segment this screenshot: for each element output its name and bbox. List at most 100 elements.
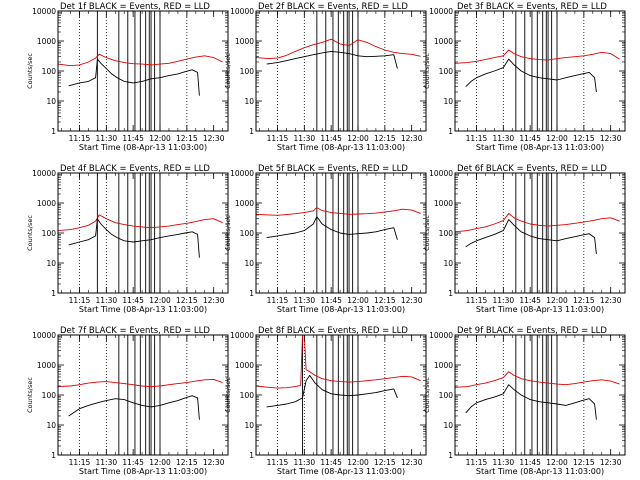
y-axis-label: Counts/sec bbox=[224, 53, 232, 89]
y-tick-label: 1 bbox=[51, 127, 56, 136]
y-tick-label: 1000 bbox=[37, 37, 56, 46]
x-tick-label: 11:45 bbox=[122, 134, 144, 143]
panel-title: Det 6f BLACK = Events, RED = LLD bbox=[457, 164, 607, 174]
y-axis-label: Counts/sec bbox=[224, 215, 232, 251]
x-tick-label: 11:45 bbox=[320, 296, 342, 305]
y-tick-label: 1 bbox=[249, 451, 254, 460]
y-tick-label: 100 bbox=[439, 229, 454, 238]
x-tick-label: 12:15 bbox=[573, 458, 595, 467]
y-tick-label: 10000 bbox=[230, 169, 254, 178]
x-tick-label: 11:45 bbox=[519, 296, 541, 305]
x-tick-label: 11:15 bbox=[267, 134, 289, 143]
x-tick-label: 12:15 bbox=[374, 134, 396, 143]
x-tick-label: 12:15 bbox=[176, 458, 198, 467]
x-tick-label: 12:00 bbox=[149, 134, 171, 143]
x-tick-label: 11:45 bbox=[519, 134, 541, 143]
y-tick-label: 100 bbox=[439, 391, 454, 400]
y-tick-label: 1 bbox=[448, 127, 453, 136]
y-tick-label: 10000 bbox=[32, 7, 56, 16]
x-tick-label: 11:30 bbox=[96, 134, 118, 143]
x-tick-label: 12:15 bbox=[374, 296, 396, 305]
y-tick-label: 1000 bbox=[37, 199, 56, 208]
y-tick-label: 100 bbox=[42, 67, 57, 76]
x-tick-label: 11:15 bbox=[69, 134, 91, 143]
x-tick-label: 12:00 bbox=[347, 296, 369, 305]
x-tick-label: 12:15 bbox=[573, 134, 595, 143]
series-line-lld bbox=[57, 378, 223, 388]
panel-title: Det 3f BLACK = Events, RED = LLD bbox=[457, 2, 607, 12]
panel-det-8: 1 10 100 1000 10000 11:15 11:30 11:45 12:00 12:15… bbox=[224, 326, 427, 476]
panel-det-4: 1 10 100 1000 10000 11:15 11:30 11:45 12:00 12:15… bbox=[26, 164, 229, 314]
plot-frame bbox=[454, 172, 626, 294]
y-axis-label: Counts/sec bbox=[224, 377, 232, 413]
plot-frame bbox=[57, 334, 229, 456]
x-tick-label: 12:15 bbox=[176, 134, 198, 143]
x-tick-label: 12:00 bbox=[149, 296, 171, 305]
y-tick-label: 10 bbox=[443, 259, 453, 268]
y-tick-label: 10 bbox=[244, 97, 254, 106]
y-tick-label: 10 bbox=[46, 421, 56, 430]
x-tick-label: 12:00 bbox=[546, 296, 568, 305]
x-tick-label: 12:30 bbox=[203, 458, 225, 467]
y-tick-label: 10 bbox=[443, 421, 453, 430]
y-tick-label: 1 bbox=[448, 289, 453, 298]
y-tick-label: 10000 bbox=[32, 331, 56, 340]
series-line-lld bbox=[454, 49, 620, 64]
series-line-lld bbox=[454, 371, 620, 388]
y-tick-label: 100 bbox=[439, 67, 454, 76]
x-tick-label: 12:30 bbox=[600, 296, 622, 305]
x-axis-label: Start Time (08-Apr-13 11:03:00) bbox=[79, 467, 207, 476]
x-tick-label: 11:30 bbox=[294, 296, 316, 305]
y-axis-label: Counts/sec bbox=[423, 53, 431, 89]
x-tick-label: 11:45 bbox=[519, 458, 541, 467]
panel-title: Det 5f BLACK = Events, RED = LLD bbox=[258, 164, 408, 174]
x-tick-label: 11:45 bbox=[122, 296, 144, 305]
x-axis-label: Start Time (08-Apr-13 11:03:00) bbox=[277, 143, 405, 152]
x-tick-label: 11:15 bbox=[466, 134, 488, 143]
x-tick-label: 11:15 bbox=[466, 296, 488, 305]
x-tick-label: 11:15 bbox=[267, 296, 289, 305]
y-tick-label: 10 bbox=[46, 97, 56, 106]
y-tick-label: 10 bbox=[46, 259, 56, 268]
panel-title: Det 1f BLACK = Events, RED = LLD bbox=[60, 2, 210, 12]
x-tick-label: 12:30 bbox=[600, 134, 622, 143]
x-tick-label: 11:30 bbox=[493, 134, 515, 143]
series-line-events bbox=[68, 218, 200, 258]
y-tick-label: 10000 bbox=[429, 169, 453, 178]
x-tick-label: 12:30 bbox=[203, 296, 225, 305]
y-axis-label: Counts/sec bbox=[26, 215, 34, 251]
x-tick-label: 11:15 bbox=[69, 458, 91, 467]
x-tick-label: 11:30 bbox=[294, 458, 316, 467]
series-line-lld bbox=[57, 53, 223, 67]
panel-title: Det 4f BLACK = Events, RED = LLD bbox=[60, 164, 210, 174]
series-line-events bbox=[266, 374, 398, 408]
x-tick-label: 11:30 bbox=[96, 458, 118, 467]
y-tick-label: 1 bbox=[448, 451, 453, 460]
x-tick-label: 12:00 bbox=[347, 458, 369, 467]
series-line-events bbox=[68, 58, 200, 96]
series-line-events bbox=[266, 216, 398, 240]
panel-det-3: 1 10 100 1000 10000 11:15 11:30 11:45 12:00 12:15… bbox=[423, 2, 626, 152]
panel-det-6: 1 10 100 1000 10000 11:15 11:30 11:45 12:00 12:15… bbox=[423, 164, 626, 314]
x-tick-label: 12:30 bbox=[401, 134, 423, 143]
y-axis-label: Counts/sec bbox=[423, 377, 431, 413]
y-tick-label: 1000 bbox=[434, 37, 453, 46]
x-axis-label: Start Time (08-Apr-13 11:03:00) bbox=[476, 305, 604, 314]
panel-det-7: 1 10 100 1000 10000 11:15 11:30 11:45 12:00 12:15… bbox=[26, 326, 229, 476]
x-axis-label: Start Time (08-Apr-13 11:03:00) bbox=[79, 143, 207, 152]
x-tick-label: 12:30 bbox=[401, 296, 423, 305]
y-tick-label: 100 bbox=[240, 67, 255, 76]
y-tick-label: 1000 bbox=[434, 361, 453, 370]
plot-frame bbox=[255, 10, 427, 132]
series-line-lld bbox=[454, 212, 620, 233]
x-tick-label: 11:30 bbox=[493, 296, 515, 305]
panel-det-2: 1 10 100 1000 10000 11:15 11:30 11:45 12:00 12:15… bbox=[224, 2, 427, 152]
y-tick-label: 100 bbox=[240, 391, 255, 400]
x-tick-label: 12:00 bbox=[546, 134, 568, 143]
x-tick-label: 12:15 bbox=[176, 296, 198, 305]
x-axis-label: Start Time (08-Apr-13 11:03:00) bbox=[277, 467, 405, 476]
series-line-events bbox=[465, 58, 597, 93]
y-tick-label: 10 bbox=[244, 421, 254, 430]
x-tick-label: 11:15 bbox=[267, 458, 289, 467]
